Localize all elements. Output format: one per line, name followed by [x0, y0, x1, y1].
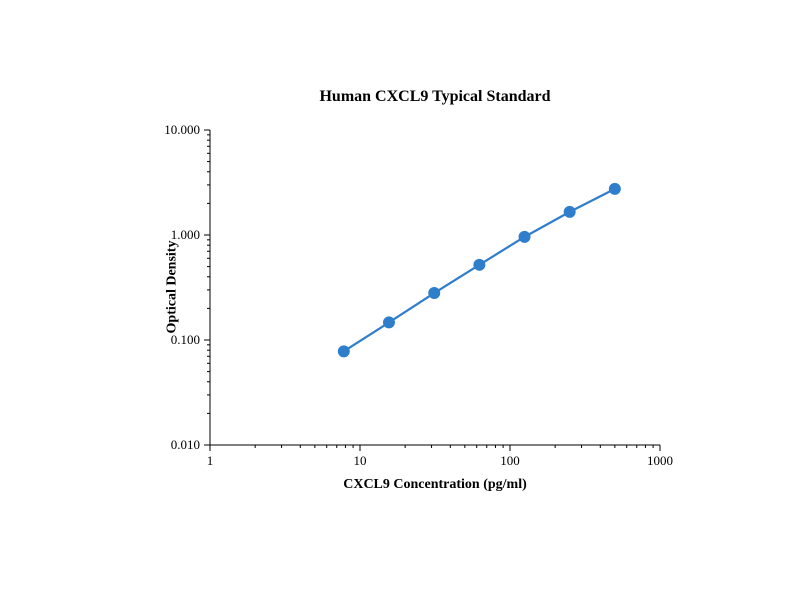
y-tick-label: 10.000	[164, 122, 200, 137]
data-marker	[519, 231, 530, 242]
y-tick-label: 0.010	[171, 437, 200, 452]
x-tick-label: 10	[354, 453, 367, 468]
data-marker	[383, 317, 394, 328]
x-tick-label: 1	[207, 453, 214, 468]
chart-svg: 1 10 100 1000 0.010 0.100 1.000 10.000	[0, 0, 800, 600]
data-marker	[609, 183, 620, 194]
data-marker	[429, 288, 440, 299]
x-tick-label: 1000	[647, 453, 673, 468]
data-marker	[474, 259, 485, 270]
y-tick-label: 0.100	[171, 332, 200, 347]
data-marker	[564, 206, 575, 217]
data-marker	[338, 346, 349, 357]
x-tick-label: 100	[500, 453, 520, 468]
chart-container: Human CXCL9 Typical Standard Optical Den…	[0, 0, 800, 600]
y-tick-label: 1.000	[171, 227, 200, 242]
